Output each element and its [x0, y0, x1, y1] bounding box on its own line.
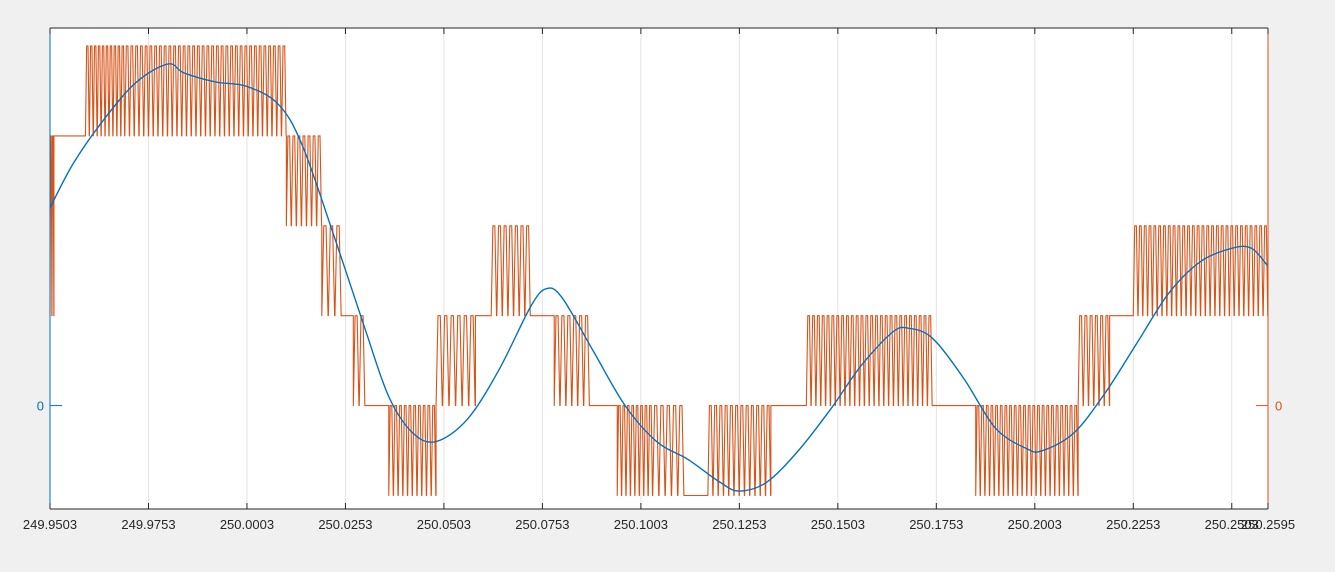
x-tick-label: 250.1253 [712, 517, 766, 532]
x-tick-label: 250.2595 [1241, 517, 1295, 532]
plot-area [50, 28, 1268, 509]
axes-layer [49, 27, 1269, 510]
x-tick-label: 250.2253 [1106, 517, 1160, 532]
series-layer [49, 45, 1269, 497]
x-tick-label: 250.1753 [909, 517, 963, 532]
left-y-tick-label: 0 [37, 399, 44, 414]
x-tick-label: 249.9753 [121, 517, 175, 532]
x-tick-label: 250.0753 [515, 517, 569, 532]
tick-layer: 249.9503 249.9753 250.0003 250.0253 250.0503… [23, 28, 1295, 532]
x-tick-label: 250.2503 [1205, 517, 1259, 532]
series-line-orange [49, 45, 1269, 497]
x-tick-label: 250.1003 [614, 517, 668, 532]
x-tick-label: 249.9503 [23, 517, 77, 532]
x-tick-label: 250.2003 [1008, 517, 1062, 532]
right-y-tick-label: 0 [1275, 399, 1282, 414]
x-tick-label: 250.0503 [417, 517, 471, 532]
x-tick-label: 250.0253 [318, 517, 372, 532]
x-tick-label: 250.0003 [220, 517, 274, 532]
x-tick-label: 250.1503 [811, 517, 865, 532]
series-line-blue [49, 63, 1269, 492]
